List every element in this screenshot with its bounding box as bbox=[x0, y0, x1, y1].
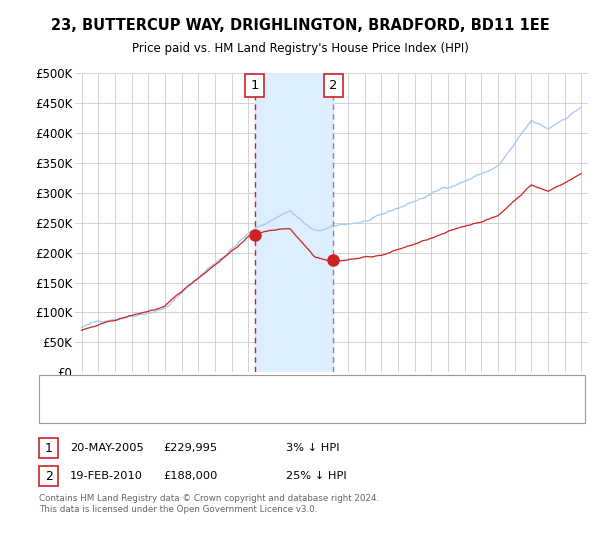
Text: 2: 2 bbox=[329, 79, 338, 92]
Text: £188,000: £188,000 bbox=[163, 471, 218, 481]
Text: HPI: Average price, detached house, Leeds: HPI: Average price, detached house, Leed… bbox=[84, 404, 298, 414]
Text: 1: 1 bbox=[44, 441, 53, 455]
Text: Contains HM Land Registry data © Crown copyright and database right 2024.
This d: Contains HM Land Registry data © Crown c… bbox=[39, 494, 379, 514]
Text: £229,995: £229,995 bbox=[163, 443, 217, 453]
Text: 1: 1 bbox=[250, 79, 259, 92]
Text: 2: 2 bbox=[44, 469, 53, 483]
Text: 25% ↓ HPI: 25% ↓ HPI bbox=[286, 471, 347, 481]
Text: 20-MAY-2005: 20-MAY-2005 bbox=[70, 443, 144, 453]
Text: Price paid vs. HM Land Registry's House Price Index (HPI): Price paid vs. HM Land Registry's House … bbox=[131, 42, 469, 55]
Text: 23, BUTTERCUP WAY, DRIGHLINGTON, BRADFORD, BD11 1EE (detached house): 23, BUTTERCUP WAY, DRIGHLINGTON, BRADFOR… bbox=[84, 384, 479, 394]
Text: 19-FEB-2010: 19-FEB-2010 bbox=[70, 471, 143, 481]
Text: 23, BUTTERCUP WAY, DRIGHLINGTON, BRADFORD, BD11 1EE: 23, BUTTERCUP WAY, DRIGHLINGTON, BRADFOR… bbox=[50, 18, 550, 32]
Bar bbox=[254, 73, 334, 372]
Text: 3% ↓ HPI: 3% ↓ HPI bbox=[286, 443, 340, 453]
